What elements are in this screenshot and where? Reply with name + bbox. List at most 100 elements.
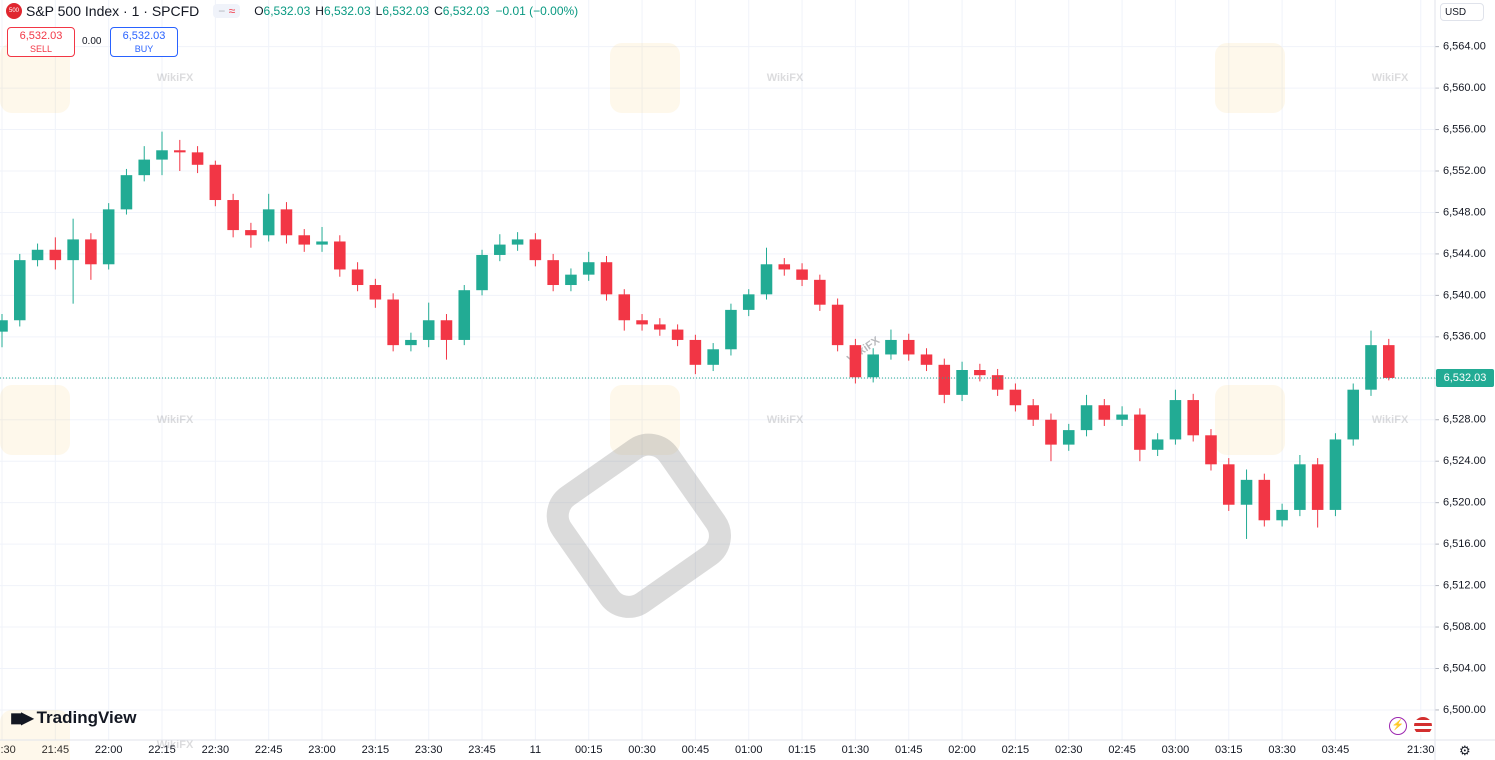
candle-body bbox=[351, 269, 364, 286]
x-tick-label: 22:30 bbox=[202, 744, 230, 756]
quote-value: 6,532.03 bbox=[382, 4, 430, 18]
toggle-buttons[interactable]: − ≈ bbox=[213, 4, 241, 18]
candle-body bbox=[67, 239, 79, 261]
change: −0.01 (−0.00%) bbox=[495, 4, 579, 18]
symbol-icon: 500 bbox=[6, 3, 22, 19]
candle-body bbox=[31, 249, 44, 261]
x-tick-label: 03:00 bbox=[1162, 744, 1190, 756]
x-tick-label: 22:00 bbox=[95, 744, 123, 756]
y-tick-label: 6,560.00 bbox=[1443, 82, 1486, 94]
candle-body bbox=[582, 262, 595, 275]
candle-body bbox=[1134, 414, 1146, 450]
brand[interactable]: ◼▶ TradingView bbox=[10, 708, 136, 728]
bolt-icon[interactable]: ⚡ bbox=[1389, 717, 1407, 735]
candle-body bbox=[814, 279, 826, 305]
candle-body bbox=[14, 260, 26, 321]
x-tick-label: 02:45 bbox=[1108, 744, 1136, 756]
candle-body bbox=[405, 339, 417, 346]
y-tick-label: 6,504.00 bbox=[1443, 662, 1486, 674]
x-tick-label: 21:30 bbox=[0, 744, 16, 756]
sell-price: 6,532.03 bbox=[19, 30, 63, 42]
sell-label: SELL bbox=[29, 44, 53, 54]
candle-body bbox=[209, 164, 222, 201]
y-tick-label: 6,564.00 bbox=[1443, 41, 1486, 53]
candle-body bbox=[1311, 464, 1324, 510]
y-tick-label: 6,516.00 bbox=[1443, 538, 1486, 550]
x-tick-label: 23:30 bbox=[415, 744, 443, 756]
candle-body bbox=[191, 152, 204, 165]
candle-body bbox=[458, 290, 471, 340]
quote-value: 6,532.03 bbox=[323, 4, 371, 18]
candle-body bbox=[1294, 464, 1306, 510]
candle-body bbox=[174, 150, 186, 153]
watermark: WikiFX bbox=[767, 72, 804, 84]
symbol-title[interactable]: S&P 500 Index · 1 · SPCFD bbox=[26, 3, 200, 19]
quote-label: O bbox=[254, 4, 264, 18]
flag-icon[interactable] bbox=[1414, 717, 1432, 735]
x-tick-label: 01:30 bbox=[842, 744, 870, 756]
candle-body bbox=[1258, 479, 1271, 521]
candle-body bbox=[796, 269, 808, 280]
candle-body bbox=[1347, 389, 1359, 440]
candle-body bbox=[49, 249, 62, 261]
candle-body bbox=[120, 175, 133, 210]
watermark-logo bbox=[1215, 385, 1285, 455]
candle-body bbox=[938, 364, 951, 395]
watermark-logo bbox=[1215, 43, 1285, 113]
candle-body bbox=[0, 320, 8, 332]
currency-button[interactable]: USD bbox=[1440, 3, 1484, 21]
candle-body bbox=[991, 375, 1004, 390]
sell-button[interactable]: 6,532.03 SELL bbox=[7, 27, 75, 57]
candle-body bbox=[245, 230, 257, 236]
candle-body bbox=[387, 299, 399, 346]
brand-logo: ◼▶ bbox=[10, 710, 34, 727]
x-tick-label: 23:00 bbox=[308, 744, 336, 756]
candle-body bbox=[742, 294, 755, 310]
x-tick-label: 01:00 bbox=[735, 744, 763, 756]
candle-body bbox=[956, 370, 968, 395]
candle-body bbox=[1080, 405, 1093, 431]
candle-body bbox=[494, 244, 506, 255]
candle-body bbox=[831, 304, 844, 346]
candle-body bbox=[636, 320, 648, 325]
buy-price: 6,532.03 bbox=[122, 30, 166, 42]
x-tick-label: 03:45 bbox=[1322, 744, 1350, 756]
watermark: WikiFX bbox=[157, 414, 194, 426]
candle-body bbox=[298, 235, 311, 245]
header: 500 S&P 500 Index · 1 · SPCFD − ≈ O 6,532… bbox=[0, 0, 578, 22]
candle-body bbox=[920, 354, 933, 365]
candle-body bbox=[316, 241, 328, 245]
candle-body bbox=[1169, 400, 1182, 440]
candle-body bbox=[102, 209, 115, 265]
buy-label: BUY bbox=[134, 44, 154, 54]
y-tick-label: 6,528.00 bbox=[1443, 414, 1486, 426]
quote: O6,532.03 H6,532.03 L6,532.03 C6,532.03 bbox=[254, 4, 489, 18]
candle-body bbox=[600, 262, 613, 295]
candle-body bbox=[565, 274, 577, 286]
candle-body bbox=[1027, 405, 1039, 420]
candle-body bbox=[1240, 479, 1253, 505]
candle-body bbox=[689, 339, 702, 365]
settings-icon[interactable]: ⚙ bbox=[1459, 743, 1471, 758]
y-tick-label: 6,544.00 bbox=[1443, 248, 1486, 260]
watermark-logo bbox=[546, 433, 731, 618]
y-tick-label: 6,508.00 bbox=[1443, 621, 1486, 633]
quote-value: 6,532.03 bbox=[442, 4, 490, 18]
buy-button[interactable]: 6,532.03 BUY bbox=[110, 27, 178, 57]
watermark: WikiFX bbox=[157, 72, 194, 84]
watermark-logo bbox=[610, 385, 680, 455]
candle-body bbox=[138, 159, 151, 176]
candle-body bbox=[476, 254, 488, 291]
candle-body bbox=[422, 320, 435, 340]
candle-body bbox=[885, 339, 897, 355]
candle-body bbox=[1382, 345, 1395, 378]
candle-body bbox=[1009, 389, 1022, 406]
candle-body bbox=[1116, 414, 1128, 420]
brand-name: TradingView bbox=[36, 708, 137, 727]
x-tick-label: 01:15 bbox=[788, 744, 816, 756]
x-tick-label: 21:30 bbox=[1407, 744, 1435, 756]
candle-body bbox=[974, 370, 986, 376]
y-tick-label: 6,500.00 bbox=[1443, 704, 1486, 716]
